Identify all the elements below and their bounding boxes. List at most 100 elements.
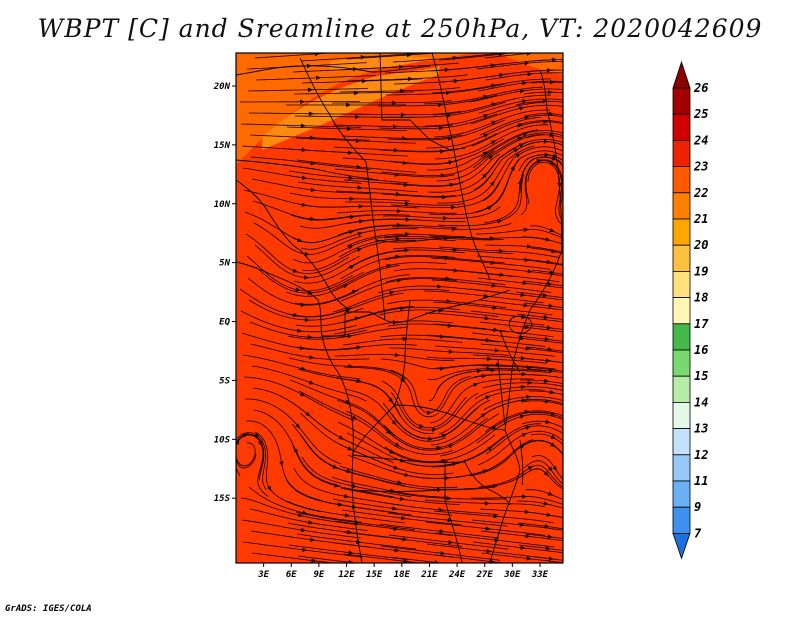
streamline-arrowhead xyxy=(439,366,445,371)
streamline-arrowhead xyxy=(483,293,489,299)
x-axis: 3E 6E 9E 12E 15E 18E 21E 24E 27E 30E 33E xyxy=(257,563,549,580)
streamline-arrowhead xyxy=(293,312,299,318)
streamline-arrowhead xyxy=(342,284,349,289)
streamline-arrowhead xyxy=(492,305,498,310)
streamline-arrowhead xyxy=(548,111,554,116)
streamline xyxy=(515,100,563,106)
streamline-arrowhead xyxy=(308,290,314,296)
streamline xyxy=(469,439,563,477)
streamline-arrowhead xyxy=(301,175,308,180)
streamline-arrowhead xyxy=(550,434,557,439)
streamline-arrowhead xyxy=(351,504,357,510)
y-tick-label: 15S xyxy=(214,494,231,504)
streamline-arrowhead xyxy=(385,429,392,435)
streamline xyxy=(517,335,563,342)
streamline-arrowhead xyxy=(545,237,551,242)
streamline xyxy=(472,132,563,169)
streamline xyxy=(343,179,464,187)
streamline xyxy=(477,430,563,466)
streamline xyxy=(480,130,563,158)
colorbar-swatch xyxy=(672,192,691,220)
streamline xyxy=(427,140,531,193)
streamline xyxy=(339,255,456,280)
streamline-arrowhead xyxy=(489,180,495,187)
streamline-arrowhead xyxy=(348,560,354,563)
streamline xyxy=(439,268,560,283)
streamline-arrowhead xyxy=(440,550,446,556)
streamline-arrowhead xyxy=(436,445,442,451)
streamline-arrowhead xyxy=(396,222,402,228)
streamline xyxy=(433,323,554,338)
streamline xyxy=(288,544,409,561)
streamline-arrowhead xyxy=(517,122,524,128)
streamline-arrowhead xyxy=(300,123,306,128)
border-line-13 xyxy=(394,404,506,431)
streamline xyxy=(251,178,371,194)
streamline-arrowhead xyxy=(524,115,530,120)
streamline-arrowhead xyxy=(258,440,263,447)
streamline-arrowhead xyxy=(448,539,454,545)
streamline-arrowhead xyxy=(527,465,534,471)
streamline-arrowhead xyxy=(361,78,367,84)
streamline-arrowhead xyxy=(498,53,504,57)
streamline-arrowhead xyxy=(356,164,362,169)
streamline-arrowhead xyxy=(398,64,404,70)
streamline-arrowhead xyxy=(548,556,554,561)
streamline xyxy=(246,255,353,292)
streamline-arrowhead xyxy=(403,182,409,187)
streamline-arrowhead xyxy=(442,215,448,221)
streamline-arrowhead xyxy=(485,395,491,400)
streamline-arrowhead xyxy=(400,112,406,117)
streamline xyxy=(522,440,563,456)
streamline-arrowhead xyxy=(522,99,528,104)
streamline-arrowhead xyxy=(389,449,395,454)
streamline-arrowhead xyxy=(518,143,525,148)
colorbar-label: 21 xyxy=(693,212,708,226)
streamline-arrowhead xyxy=(484,501,490,506)
streamline-arrowhead xyxy=(307,87,313,92)
streamline xyxy=(469,288,563,301)
streamline xyxy=(477,277,563,289)
colorbar-swatch xyxy=(672,349,691,377)
colorbar-top-arrow xyxy=(672,60,691,89)
streamline-arrowhead xyxy=(482,94,489,100)
streamline-arrowhead xyxy=(526,244,532,249)
streamline xyxy=(432,468,548,490)
streamline-arrowhead xyxy=(476,368,482,374)
streamline xyxy=(481,552,563,563)
streamline-arrowhead xyxy=(393,526,399,531)
streamline-arrowhead xyxy=(351,415,358,420)
streamline-arrowhead xyxy=(356,248,363,253)
coastline-west xyxy=(236,261,363,563)
streamline xyxy=(438,53,516,61)
streamline-arrowhead xyxy=(401,136,407,141)
streamline-arrowhead xyxy=(520,545,526,550)
streamline xyxy=(387,119,505,141)
streamline xyxy=(485,425,563,455)
lake-tanganyika xyxy=(497,359,506,426)
streamline-arrowhead xyxy=(492,484,498,489)
streamline-arrowhead xyxy=(357,231,364,237)
streamline xyxy=(296,159,417,173)
streamline-arrowhead xyxy=(548,303,554,309)
streamline-arrowhead xyxy=(302,547,308,552)
streamline-arrowhead xyxy=(305,411,311,417)
colorbar-swatch xyxy=(672,218,691,246)
streamline-arrowhead xyxy=(544,399,550,404)
streamline xyxy=(484,410,563,433)
streamline xyxy=(430,59,551,72)
streamline-arrowhead xyxy=(453,78,459,84)
streamline xyxy=(428,158,521,216)
streamline-arrowhead xyxy=(526,365,532,370)
streamline xyxy=(379,133,497,153)
streamline xyxy=(389,369,471,414)
colorbar-swatch xyxy=(672,428,691,456)
y-tick-label: 5S xyxy=(219,376,230,386)
streamline-arrowhead xyxy=(303,275,310,280)
streamline-arrowhead xyxy=(444,67,450,73)
streamline-arrowhead xyxy=(522,132,528,137)
streamline-arrowhead xyxy=(548,368,554,374)
streamline-arrowhead xyxy=(449,182,455,188)
streamline-arrowhead xyxy=(399,306,406,311)
colorbar-bottom-arrow xyxy=(672,533,691,560)
